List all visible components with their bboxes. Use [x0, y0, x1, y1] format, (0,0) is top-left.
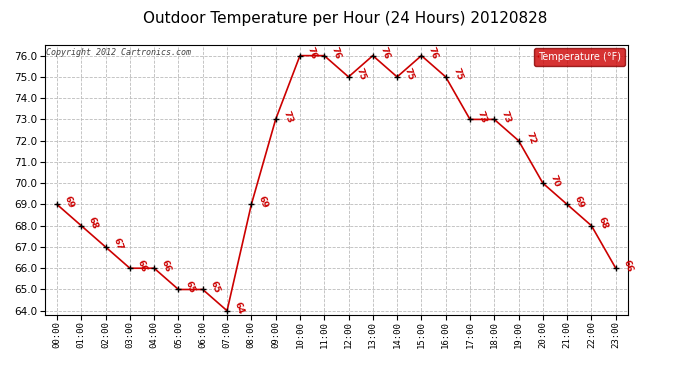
Legend: Temperature (°F): Temperature (°F)	[534, 48, 625, 66]
Text: 69: 69	[573, 194, 586, 209]
Text: 66: 66	[135, 258, 148, 273]
Text: 75: 75	[451, 67, 464, 82]
Text: 68: 68	[597, 216, 610, 231]
Text: 73: 73	[475, 109, 489, 124]
Text: 69: 69	[63, 194, 75, 209]
Text: 75: 75	[403, 67, 415, 82]
Text: Outdoor Temperature per Hour (24 Hours) 20120828: Outdoor Temperature per Hour (24 Hours) …	[143, 11, 547, 26]
Text: 76: 76	[427, 45, 440, 60]
Text: 75: 75	[354, 67, 367, 82]
Text: 64: 64	[233, 301, 246, 315]
Text: 73: 73	[500, 109, 513, 124]
Text: 67: 67	[111, 237, 124, 252]
Text: 70: 70	[549, 173, 561, 188]
Text: Copyright 2012 Cartronics.com: Copyright 2012 Cartronics.com	[46, 48, 191, 57]
Text: 76: 76	[330, 45, 342, 60]
Text: 73: 73	[282, 109, 294, 124]
Text: 65: 65	[184, 279, 197, 294]
Text: 76: 76	[378, 45, 391, 60]
Text: 76: 76	[306, 45, 318, 60]
Text: 66: 66	[159, 258, 172, 273]
Text: 66: 66	[621, 258, 634, 273]
Text: 69: 69	[257, 194, 270, 209]
Text: 72: 72	[524, 130, 537, 146]
Text: 68: 68	[87, 216, 99, 231]
Text: 65: 65	[208, 279, 221, 294]
